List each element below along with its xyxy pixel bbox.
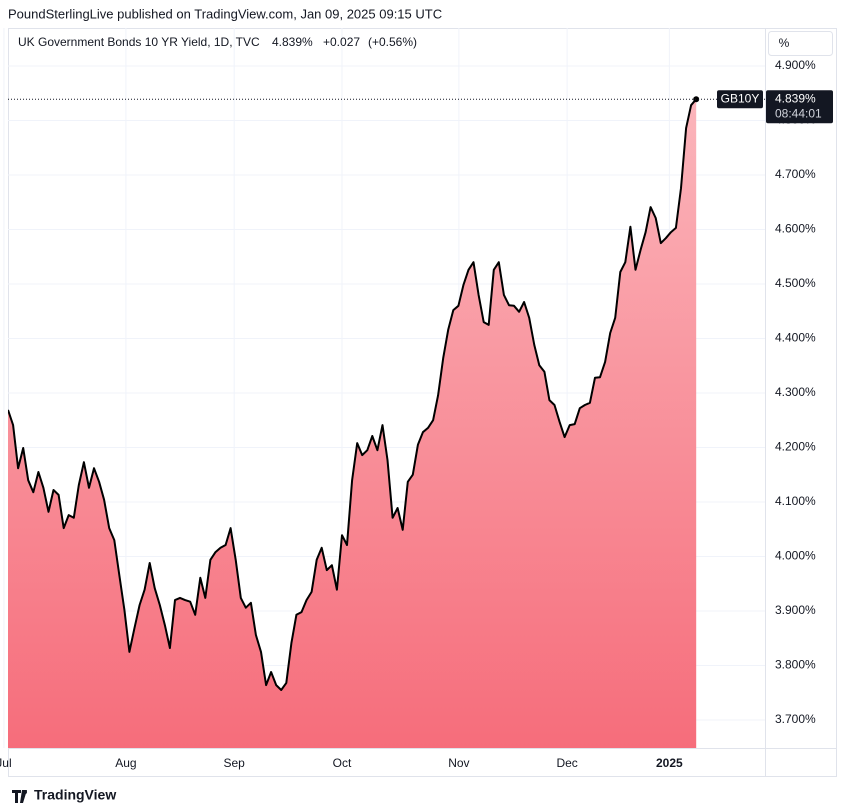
logo-dot (23, 790, 27, 794)
price-tag-bg (766, 90, 833, 124)
y-tick-label: 4.900% (775, 58, 816, 72)
last-point (693, 96, 700, 103)
legend-symbol: UK Government Bonds 10 YR Yield, 1D, TVC (18, 35, 260, 49)
legend-change-pct: (+0.56%) (368, 35, 417, 49)
x-tick-label: 2025 (656, 756, 683, 770)
y-tick-label: 4.300% (775, 385, 816, 399)
price-tag-countdown: 08:44:01 (775, 106, 822, 120)
legend-change: +0.027 (323, 35, 360, 49)
y-tick-label: 4.400% (775, 331, 816, 345)
y-tick-label: 4.000% (775, 549, 816, 563)
price-tag-value: 4.839% (775, 91, 816, 105)
publisher-line: PoundSterlingLive published on TradingVi… (8, 6, 442, 21)
y-tick-label: 4.600% (775, 222, 816, 236)
legend-last: 4.839% (272, 35, 313, 49)
y-tick-label: 3.800% (775, 658, 816, 672)
unit-button-label[interactable]: % (779, 36, 790, 50)
x-tick-label: Jul (0, 756, 12, 770)
plot-area (8, 96, 765, 748)
unit-button[interactable] (768, 31, 833, 56)
y-tick-label: 3.700% (775, 712, 816, 726)
y-tick-label: 4.100% (775, 494, 816, 508)
tradingview-logo (12, 790, 27, 803)
price-line (8, 98, 697, 691)
x-tick-label: Sep (224, 756, 246, 770)
symbol-tag: GB10Y (721, 91, 760, 105)
x-tick-label: Aug (115, 756, 136, 770)
y-tick-label: 4.200% (775, 440, 816, 454)
price-tag: GB10Y 4.839%08:44:01 (717, 90, 833, 124)
axes: 3.700% 3.800% 3.900% 4.000% 4.100% 4.200% 4.30… (0, 58, 816, 770)
logo-icon (12, 790, 27, 803)
y-tick-label: 4.700% (775, 167, 816, 181)
chart-frame (8, 28, 837, 777)
x-tick-label: Dec (556, 756, 577, 770)
y-tick-label: 4.500% (775, 276, 816, 290)
symbol-tag-bg (717, 90, 763, 109)
brand: TradingView (34, 787, 116, 803)
x-tick-label: Oct (333, 756, 352, 770)
area-fill (8, 99, 697, 748)
y-tick-label: 3.900% (775, 603, 816, 617)
x-tick-label: Nov (448, 756, 469, 770)
